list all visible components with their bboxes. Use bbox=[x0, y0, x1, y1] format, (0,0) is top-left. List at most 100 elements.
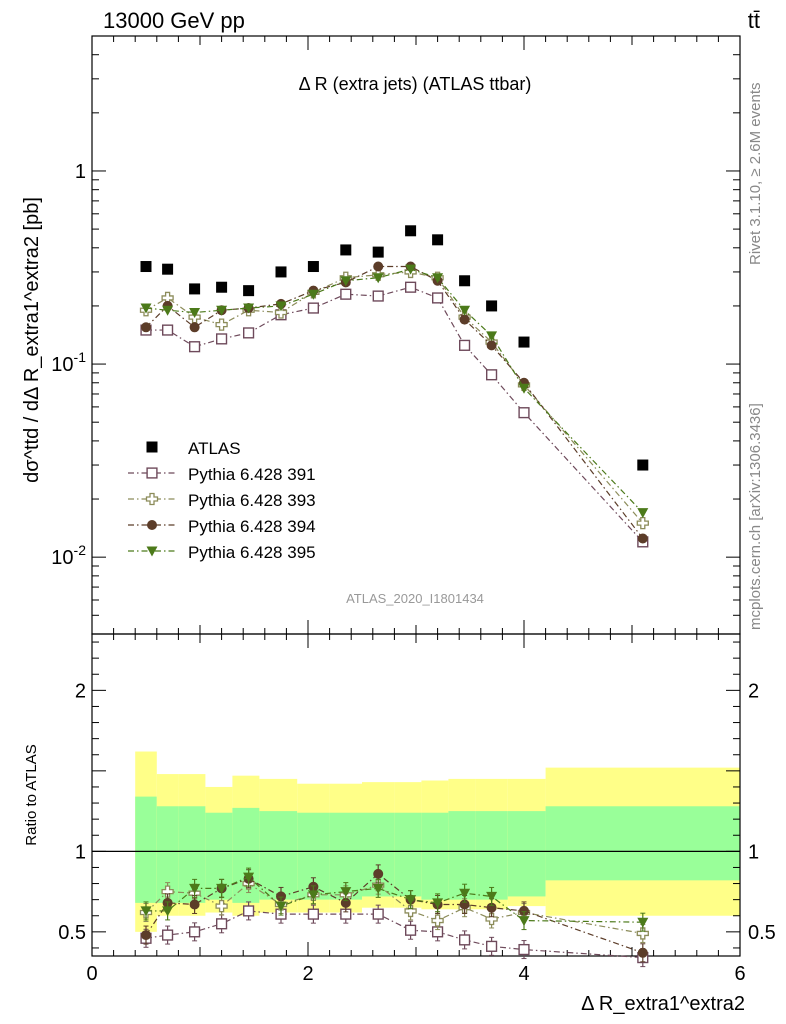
collision-label: 13000 GeV pp bbox=[103, 8, 245, 33]
data-point bbox=[373, 868, 384, 879]
data-point bbox=[216, 281, 228, 293]
ratio-y-tick-label: 0.5 bbox=[58, 922, 86, 944]
data-point bbox=[486, 300, 498, 312]
ratio-plot-frame bbox=[91, 633, 741, 957]
series-line bbox=[145, 882, 643, 935]
data-point bbox=[161, 324, 174, 336]
data-point bbox=[242, 327, 255, 339]
data-point bbox=[432, 898, 444, 909]
legend-label: Pythia 6.428 395 bbox=[188, 543, 316, 562]
data-point bbox=[459, 934, 471, 946]
data-point bbox=[162, 906, 174, 917]
data-point bbox=[637, 459, 649, 471]
data-point bbox=[372, 246, 384, 258]
data-point bbox=[372, 883, 384, 894]
data-point bbox=[189, 307, 201, 318]
green-band-bin bbox=[135, 796, 157, 903]
data-point bbox=[216, 305, 228, 316]
data-point bbox=[242, 905, 255, 917]
data-point bbox=[459, 275, 471, 287]
data-point bbox=[405, 924, 417, 936]
data-point bbox=[459, 314, 470, 325]
ratio-y-tick-label: 1 bbox=[748, 841, 759, 863]
y-tick-label: 10-2 bbox=[51, 542, 86, 569]
data-point bbox=[518, 943, 530, 956]
mcplots-source-label: mcplots.cern.ch [arXiv:1306.3436] bbox=[747, 403, 764, 630]
data-point bbox=[307, 261, 319, 273]
legend-label: Pythia 6.428 391 bbox=[188, 465, 316, 484]
data-point bbox=[372, 290, 384, 302]
y-tick-label: 10-1 bbox=[51, 349, 86, 376]
data-point bbox=[637, 533, 648, 544]
data-point bbox=[162, 263, 174, 275]
data-point bbox=[189, 322, 200, 333]
data-point bbox=[243, 872, 255, 883]
data-point bbox=[486, 331, 498, 342]
ratio-y-tick-label: 2 bbox=[748, 680, 759, 702]
legend-label: ATLAS bbox=[188, 439, 241, 458]
plot-title: Δ R (extra jets) (ATLAS ttbar) bbox=[299, 74, 532, 94]
y-tick-label: 1 bbox=[75, 161, 86, 183]
data-point bbox=[215, 333, 228, 345]
data-point bbox=[372, 273, 384, 284]
data-point bbox=[307, 890, 319, 901]
data-point bbox=[274, 306, 288, 319]
green-band-bin bbox=[259, 811, 298, 900]
data-point bbox=[518, 336, 530, 348]
rivet-version-label: Rivet 3.1.10, ≥ 2.6M events bbox=[747, 83, 764, 266]
data-point bbox=[518, 916, 530, 927]
data-point bbox=[518, 407, 530, 419]
main-plot-panel: 10-2 10-1 1 Δ R (extra jets) (ATLAS ttbar)… bbox=[21, 35, 741, 956]
data-point bbox=[486, 891, 498, 902]
legend-label: Pythia 6.428 394 bbox=[188, 517, 316, 536]
data-point bbox=[161, 885, 174, 898]
data-point bbox=[307, 908, 320, 920]
data-point bbox=[432, 292, 444, 304]
data-point bbox=[486, 340, 497, 351]
data-point bbox=[340, 288, 352, 300]
data-point bbox=[215, 318, 228, 331]
data-point bbox=[307, 289, 319, 300]
analysis-label: ATLAS_2020_I1801434 bbox=[346, 591, 484, 606]
x-tick-label: 4 bbox=[518, 963, 529, 985]
data-point bbox=[340, 887, 352, 898]
data-point bbox=[275, 301, 287, 312]
process-label: tt̄ bbox=[748, 8, 760, 33]
data-point bbox=[275, 901, 287, 912]
data-point bbox=[518, 383, 530, 394]
main-y-axis-label: dσ^ttd / dΔ R_extra1^extra2 [pb] bbox=[21, 197, 43, 483]
x-tick-label: 6 bbox=[734, 963, 745, 985]
legend-marker bbox=[145, 492, 159, 506]
data-point bbox=[243, 285, 255, 297]
ratio-y-tick-label: 0.5 bbox=[748, 922, 776, 944]
ratio-y-axis-label: Ratio to ATLAS bbox=[23, 744, 40, 845]
main-plot-series bbox=[139, 225, 649, 548]
data-point bbox=[405, 264, 417, 275]
legend-marker bbox=[146, 441, 158, 453]
legend-marker bbox=[146, 546, 158, 557]
data-point bbox=[188, 341, 201, 353]
data-point bbox=[188, 926, 201, 938]
legend-marker bbox=[147, 520, 157, 530]
green-band-bin bbox=[232, 807, 260, 903]
data-point bbox=[637, 508, 649, 519]
data-point bbox=[162, 305, 174, 316]
data-point bbox=[140, 906, 152, 917]
data-point bbox=[216, 883, 228, 894]
data-point bbox=[141, 322, 151, 333]
data-point bbox=[519, 905, 529, 916]
data-point bbox=[636, 517, 649, 530]
series-line bbox=[145, 271, 644, 524]
ratio-uncertainty-bands bbox=[92, 751, 740, 932]
x-tick-label: 0 bbox=[86, 963, 97, 985]
ratio-y-tick-label: 2 bbox=[75, 680, 86, 702]
data-point bbox=[431, 914, 444, 927]
data-point bbox=[189, 899, 200, 910]
green-band-bin bbox=[394, 812, 422, 897]
main-plot-axis-ticks: 10-2 10-1 1 bbox=[51, 35, 741, 956]
data-point bbox=[215, 918, 228, 930]
data-point bbox=[189, 283, 201, 295]
data-point bbox=[459, 888, 471, 899]
data-point bbox=[432, 234, 444, 246]
green-band-bin bbox=[421, 812, 449, 900]
